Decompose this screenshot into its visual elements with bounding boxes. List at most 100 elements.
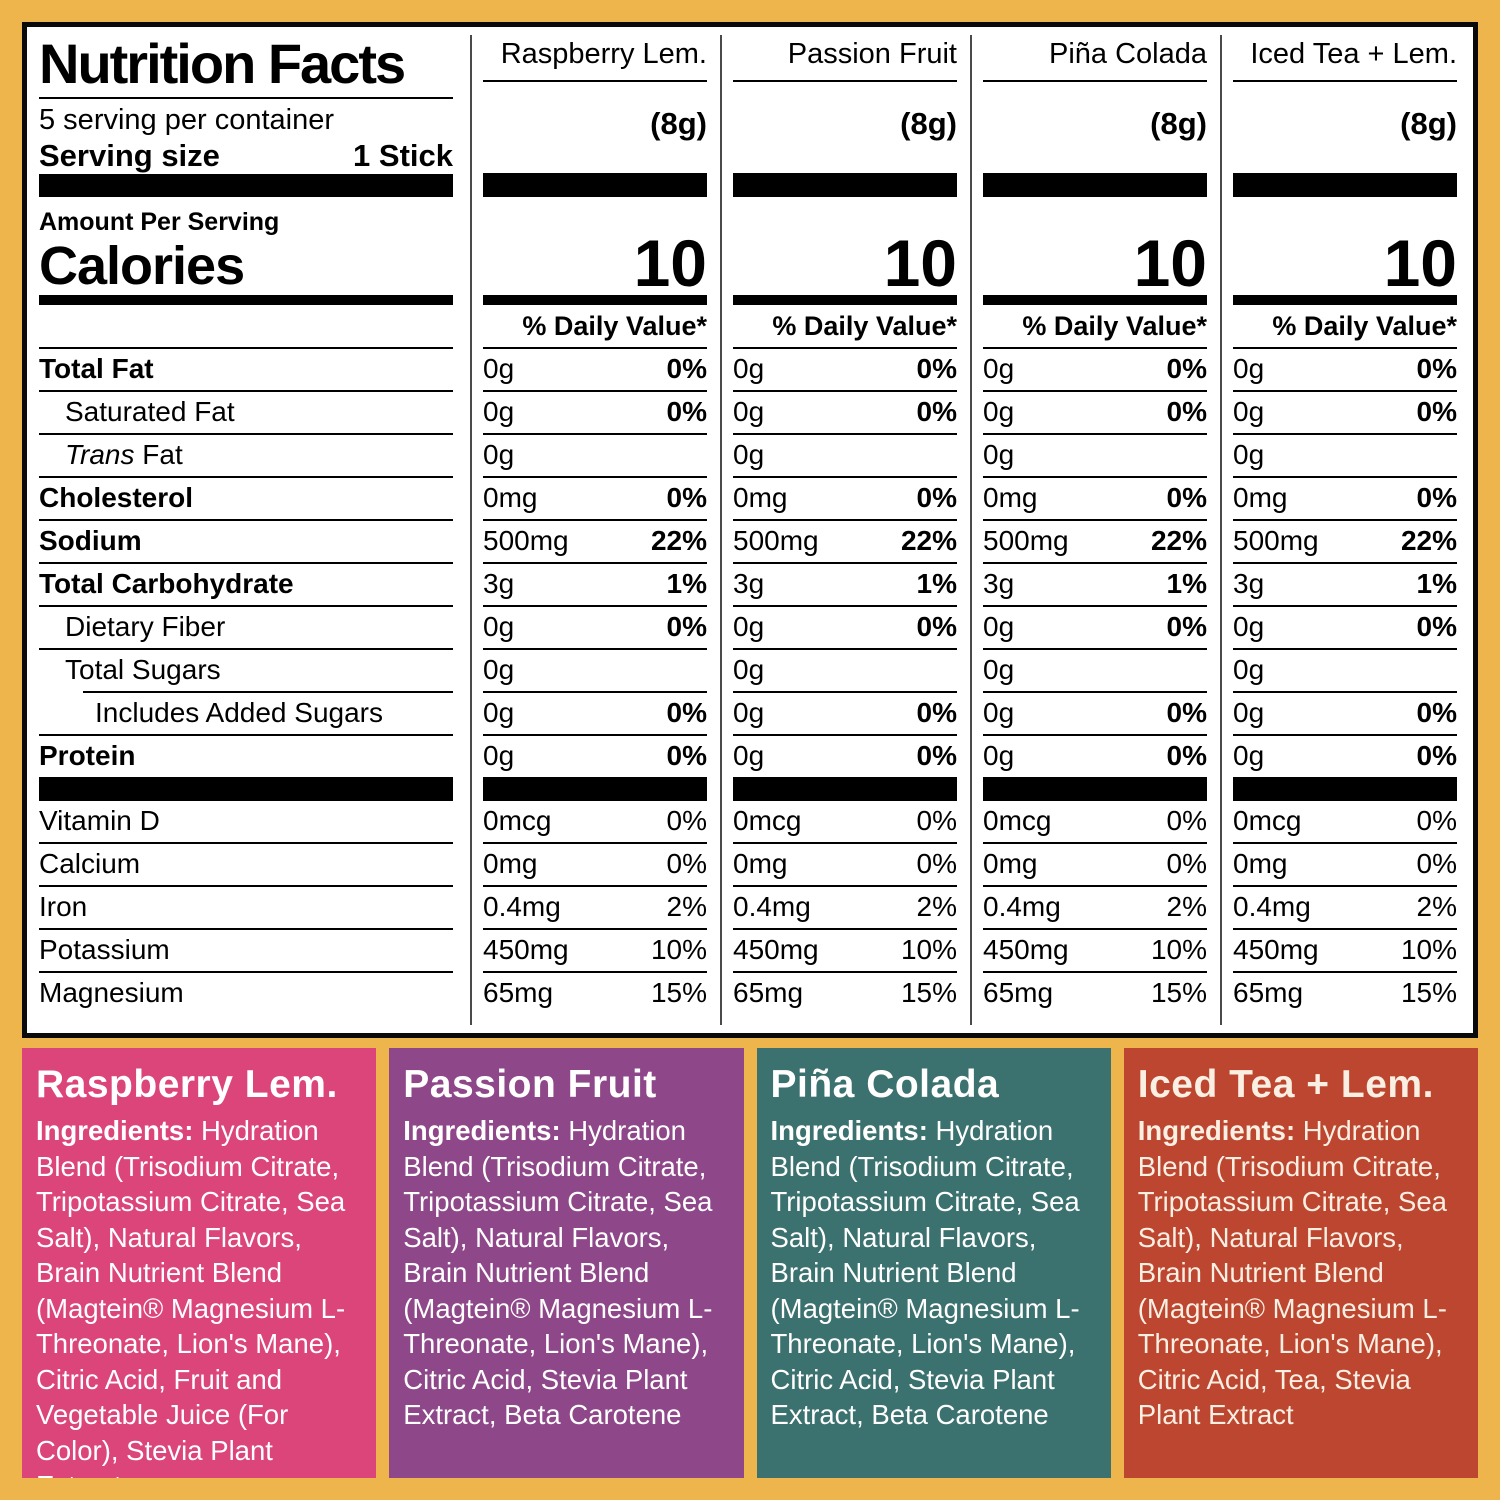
panel-title: Passion Fruit <box>403 1063 657 1106</box>
row-divider <box>733 390 957 392</box>
nutrient-daily-value: 0% <box>1416 396 1457 427</box>
nutrient-value-row: 0g 0% <box>983 392 1207 435</box>
row-divider <box>983 562 1207 564</box>
vitamin-amount: 65mg <box>483 977 554 1008</box>
nutrient-label: Sodium <box>39 525 142 556</box>
vitamin-daily-value: 0% <box>916 805 957 836</box>
vitamin-value-row: 0mg 0% <box>983 844 1207 887</box>
nutrient-value-row: 0g 0% <box>733 693 957 736</box>
vitamin-value-row: 0mcg 0% <box>483 801 707 844</box>
nutrient-amount: 3g <box>483 568 515 599</box>
nutrient-amount: 0g <box>983 439 1015 470</box>
nutrient-amount: 500mg <box>1233 525 1319 556</box>
vitamin-amount: 450mg <box>1233 934 1319 965</box>
nutrient-row: Total Sugars <box>39 650 453 693</box>
nutrient-amount: 0g <box>483 611 515 642</box>
panel-ingredients: Ingredients: Hydration Blend (Trisodium … <box>1138 1113 1464 1433</box>
nutrient-amount: 0g <box>1233 740 1265 771</box>
nutrient-value-row: 0g 0% <box>733 736 957 779</box>
row-divider <box>483 777 707 779</box>
nutrition-facts-title: Nutrition Facts <box>39 35 453 99</box>
nutrient-row: Trans Fat <box>39 435 453 478</box>
row-divider <box>483 476 707 478</box>
panel-title: Raspberry Lem. <box>36 1063 338 1106</box>
row-divider <box>733 928 957 930</box>
vitamin-row: Calcium <box>39 844 453 887</box>
nutrient-daily-value: 0% <box>1416 740 1457 771</box>
nutrient-amount: 0mg <box>983 482 1038 513</box>
nutrient-amount: 0g <box>733 740 765 771</box>
vitamin-daily-value: 15% <box>1400 977 1457 1008</box>
calories-header-block: Amount Per Serving Calories <box>39 197 453 305</box>
panel-title: Iced Tea + Lem. <box>1137 1063 1434 1106</box>
nutrient-amount: 0g <box>733 611 765 642</box>
nutrient-amount: 0g <box>483 654 515 685</box>
nutrient-label: Total Carbohydrate <box>39 568 294 599</box>
nutrient-amount: 0g <box>983 697 1015 728</box>
vitamin-value-row: 450mg 10% <box>1233 930 1457 973</box>
vitamin-value-row: 0.4mg 2% <box>733 887 957 930</box>
flavor-column-header: Iced Tea + Lem. (8g) <box>1233 35 1457 197</box>
nutrient-daily-value: 1% <box>1416 568 1457 599</box>
vitamin-value-row: 0mcg 0% <box>1233 801 1457 844</box>
vitamin-daily-value: 15% <box>900 977 957 1008</box>
nutrient-daily-value: 22% <box>1400 525 1457 556</box>
nutrient-row: Dietary Fiber <box>39 607 453 650</box>
vitamin-amount: 0.4mg <box>983 891 1061 922</box>
row-divider <box>1233 928 1457 930</box>
nutrient-value-row: 0g <box>983 435 1207 478</box>
flavor-panel-iced-tea-lem: Iced Tea + Lem. Ingredients: Hydration B… <box>1123 1048 1478 1478</box>
panel-ingredients: Ingredients: Hydration Blend (Trisodium … <box>36 1113 362 1478</box>
nutrient-value-row: 0g <box>733 435 957 478</box>
nutrient-value-row: 0g <box>733 650 957 693</box>
nutrient-amount: 0g <box>733 353 765 384</box>
row-divider <box>983 928 1207 930</box>
nutrition-facts-table: Nutrition Facts 5 serving per container Se… <box>22 22 1478 1038</box>
row-divider <box>483 842 707 844</box>
serving-weight: (8g) <box>1150 105 1207 141</box>
nutrient-row: Includes Added Sugars <box>39 693 453 736</box>
nutrient-value-row: 0mg 0% <box>983 478 1207 521</box>
flavor-panel-passion-fruit: Passion Fruit Ingredients: Hydration Ble… <box>389 1048 744 1478</box>
nutrient-value-row: 3g 1% <box>483 564 707 607</box>
nutrient-daily-value: 0% <box>1416 353 1457 384</box>
vitamin-row: Potassium <box>39 930 453 973</box>
nutrient-amount: 0g <box>1233 353 1265 384</box>
nutrient-label: Cholesterol <box>39 482 194 513</box>
nutrient-labels-column: Nutrition Facts 5 serving per container Se… <box>39 35 459 1025</box>
nutrient-value-row: 0mg 0% <box>483 478 707 521</box>
nutrient-daily-value: 0% <box>916 611 957 642</box>
nutrient-daily-value: 0% <box>1166 353 1207 384</box>
row-divider <box>483 971 707 973</box>
row-divider <box>1233 842 1457 844</box>
nutrient-daily-value: 0% <box>1166 611 1207 642</box>
nutrient-label: Protein <box>39 740 136 771</box>
row-divider <box>39 777 453 779</box>
nutrient-daily-value: 1% <box>916 568 957 599</box>
row-divider <box>983 777 1207 779</box>
vitamin-value-row: 0.4mg 2% <box>1233 887 1457 930</box>
flavor-column-4: Iced Tea + Lem. (8g) 10% Daily Value* 0g 0% 0… <box>1220 35 1459 1025</box>
nutrient-daily-value: 0% <box>916 697 957 728</box>
calories-value: 10 <box>1383 226 1457 300</box>
vitamin-daily-value: 2% <box>1416 891 1457 922</box>
row-divider <box>1233 476 1457 478</box>
nutrient-value-row: 0g <box>483 650 707 693</box>
nutrient-amount: 0g <box>483 697 515 728</box>
vitamin-amount: 65mg <box>733 977 804 1008</box>
nutrient-daily-value: 1% <box>666 568 707 599</box>
nutrient-amount: 0g <box>733 396 765 427</box>
calories-value: 10 <box>633 226 707 300</box>
panel-title: Piña Colada <box>770 1063 1000 1106</box>
black-bar <box>483 779 707 801</box>
black-bar <box>983 173 1207 197</box>
nutrient-label-italic: Trans <box>65 439 135 470</box>
vitamin-value-row: 0mcg 0% <box>733 801 957 844</box>
nutrient-amount: 0g <box>733 697 765 728</box>
nutrient-value-row: 0g 0% <box>483 607 707 650</box>
nutrient-row: Saturated Fat <box>39 392 453 435</box>
nutrient-amount: 500mg <box>733 525 819 556</box>
nutrient-amount: 0g <box>733 439 765 470</box>
flavor-ingredient-panels: Raspberry Lem. Ingredients: Hydration Bl… <box>22 1048 1478 1478</box>
row-divider <box>733 519 957 521</box>
